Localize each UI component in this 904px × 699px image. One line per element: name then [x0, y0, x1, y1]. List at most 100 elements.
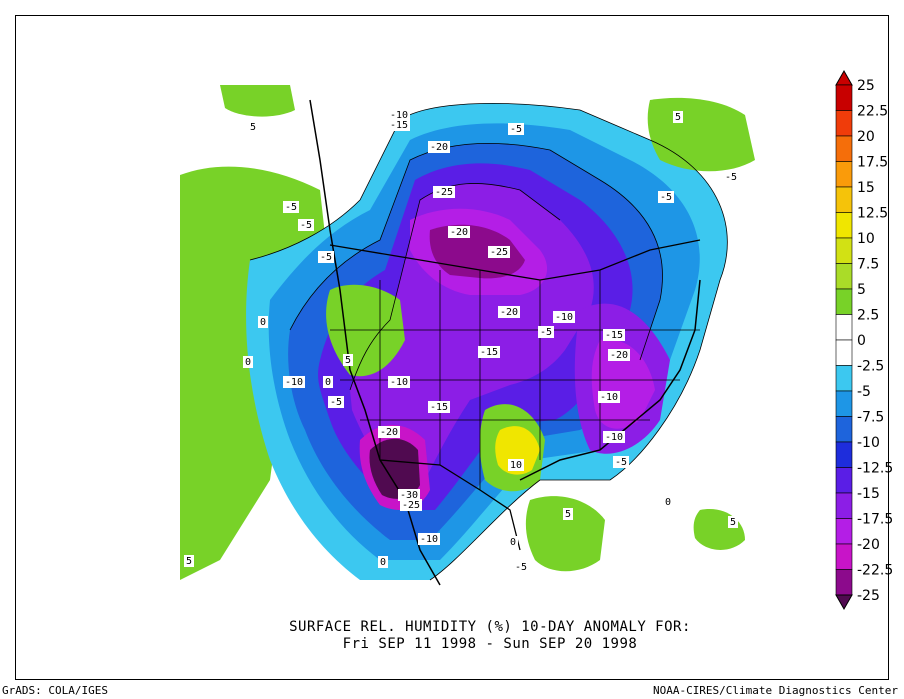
east-band-17-5 — [591, 339, 655, 429]
contour-label-bg — [378, 426, 400, 438]
contour-line — [349, 183, 561, 391]
colorbar-swatch — [835, 569, 853, 596]
colorbar-swatch — [835, 212, 853, 239]
colorbar-swatch — [835, 543, 853, 570]
colorbar-tick-label: -17.5 — [857, 512, 893, 528]
contour-label: 5 — [565, 509, 571, 520]
contour-label: -10 — [420, 534, 438, 545]
contour-label-bg — [428, 401, 450, 413]
contour-label: 0 — [245, 357, 251, 368]
contour-label-bg — [398, 489, 420, 501]
footer-software: GrADS: COLA/IGES — [2, 684, 108, 697]
contour-label-bg — [723, 171, 739, 183]
colorbar-tick-label: -7.5 — [857, 410, 884, 426]
contour-label: -15 — [480, 347, 498, 358]
contour-label: -20 — [500, 307, 518, 318]
contour-label-bg — [248, 121, 258, 133]
colorbar-tick-label: -2.5 — [857, 359, 884, 375]
colorbar-tick-label: 0 — [857, 333, 866, 349]
contour-label-bg — [400, 499, 422, 511]
colorbar-tick-label: -5 — [857, 384, 871, 400]
contour-label: 5 — [345, 355, 351, 366]
contour-label-bg — [448, 226, 470, 238]
contour-label-bg — [603, 329, 625, 341]
us-canada-border — [329, 239, 701, 281]
colorbar-tick-label: 17.5 — [857, 155, 888, 171]
plot-frame — [15, 15, 889, 680]
contour-label: -25 — [435, 187, 453, 198]
contour-label: 5 — [675, 112, 681, 123]
contour-label-bg — [663, 496, 673, 508]
colorbar-tick-label: -20 — [857, 537, 880, 553]
contour-label-bg — [378, 556, 388, 568]
contour-label: 0 — [260, 317, 266, 328]
contour-label: -10 — [390, 110, 408, 121]
colorbar-swatch — [835, 161, 853, 188]
contour-label-bg — [598, 391, 620, 403]
contour-label-bg — [513, 561, 529, 573]
contour-label: 5 — [250, 122, 256, 133]
contour-labels: -10-15-20-25-20-25-5-5-5-5-5-5-10-20-15-… — [184, 109, 739, 573]
alaska-green — [220, 85, 295, 117]
contour-label-bg — [508, 123, 524, 135]
contour-label-bg — [608, 349, 630, 361]
contour-label-bg — [508, 459, 524, 471]
contour-label: 0 — [325, 377, 331, 388]
colorbar-swatch — [835, 314, 853, 341]
contour-label-bg — [658, 191, 674, 203]
contour-label: -10 — [390, 377, 408, 388]
colorbar-top-arrow — [835, 69, 853, 86]
contour-label: 0 — [510, 537, 516, 548]
contour-label: -20 — [450, 227, 468, 238]
contour-label-bg — [498, 306, 520, 318]
colorbar-svg: 25 22.5 20 17.5 15 12.5 10 7.5 5 2.5 0 -2.5 -5 -7.5 -1… — [835, 69, 893, 611]
colorbar-swatch — [835, 518, 853, 545]
colorbar-tick-label: 7.5 — [857, 257, 879, 273]
contour-label: -5 — [660, 192, 672, 203]
colorbar-tick-label: 12.5 — [857, 206, 888, 222]
colorbar-swatch — [835, 263, 853, 290]
contour-label: -10 — [600, 392, 618, 403]
contour-label: -5 — [515, 562, 527, 573]
colorbar-swatch — [835, 135, 853, 162]
contour-label: 5 — [186, 556, 192, 567]
colorbar-tick-label: -15 — [857, 486, 880, 502]
contour-line — [249, 103, 728, 581]
contour-label: -10 — [555, 312, 573, 323]
colorbar-tick-label: 2.5 — [857, 308, 879, 324]
contour-label: -20 — [430, 142, 448, 153]
colorbar-swatch — [835, 492, 853, 519]
colorbar-tick-label: 25 — [857, 78, 875, 94]
colorbar-swatch — [835, 390, 853, 417]
contour-label: -5 — [725, 172, 737, 183]
contour-label-bg — [673, 111, 683, 123]
caption-dates: Fri SEP 11 1998 - Sun SEP 20 1998 — [342, 636, 638, 652]
contour-label-bg — [283, 201, 299, 213]
contour-label-bg — [298, 219, 314, 231]
contour-label: -20 — [610, 350, 628, 361]
contour-label-bg — [538, 326, 554, 338]
contour-label: -15 — [430, 402, 448, 413]
contour-label-bg — [388, 376, 410, 388]
colorbar-tick-label: 5 — [857, 282, 866, 298]
colorbar-tick-label: 15 — [857, 180, 875, 196]
colorbar-tick-label: 22.5 — [857, 104, 888, 120]
colorbar-swatch — [835, 237, 853, 264]
contour-label: -30 — [400, 490, 418, 501]
contour-label-bg — [388, 119, 410, 131]
contour-label-bg — [323, 376, 333, 388]
colorbar-tick-label: -22.5 — [857, 563, 893, 579]
colorbar-swatch — [835, 84, 853, 111]
colorbar-swatch — [835, 365, 853, 392]
contour-label: -15 — [390, 120, 408, 131]
contour-label: -5 — [285, 202, 297, 213]
contour-label: -5 — [330, 397, 342, 408]
contour-label-bg — [388, 109, 410, 121]
colorbar-swatch — [835, 110, 853, 137]
contour-label-bg — [283, 376, 305, 388]
contour-label: 0 — [665, 497, 671, 508]
colorbar-tick-label: -25 — [857, 588, 880, 604]
contour-label-bg — [728, 516, 738, 528]
contour-label: -20 — [380, 427, 398, 438]
great-basin-green — [326, 284, 405, 377]
